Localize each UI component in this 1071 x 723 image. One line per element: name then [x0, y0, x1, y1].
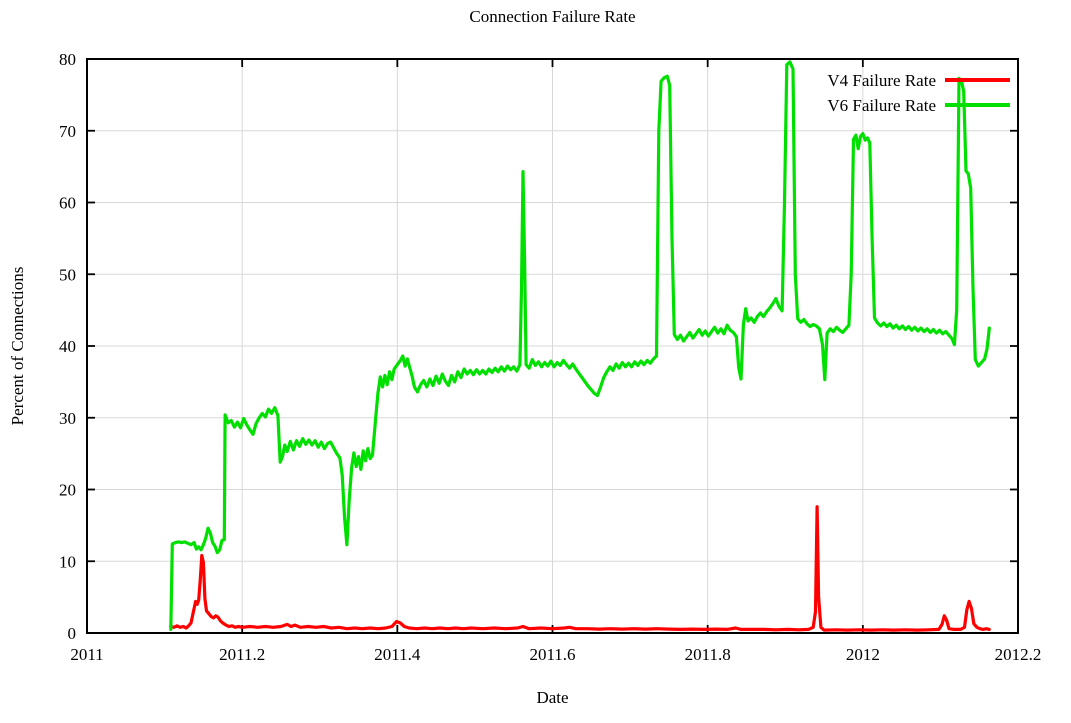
y-tick-label: 40: [59, 337, 76, 356]
series-line-v6: [169, 60, 991, 632]
y-tick-label: 70: [59, 122, 76, 141]
x-axis-title: Date: [536, 688, 569, 707]
legend: V4 Failure Rate V6 Failure Rate: [827, 71, 1010, 115]
plot-border: [86, 58, 1019, 634]
series-line-v4: [169, 505, 991, 632]
legend-label-v4: V4 Failure Rate: [827, 71, 936, 90]
y-tick-label: 0: [68, 624, 77, 643]
x-tick-label: 2011.2: [219, 645, 265, 664]
x-tick-label: 2012: [846, 645, 880, 664]
y-tick-labels: 0 10 20 30 40 50 60 70 80: [59, 50, 76, 643]
gridlines: [86, 58, 1019, 634]
y-tick-label: 20: [59, 481, 76, 500]
x-tick-label: 2011.6: [529, 645, 575, 664]
legend-label-v6: V6 Failure Rate: [827, 96, 936, 115]
x-tick-labels: 2011 2011.2 2011.4 2011.6 2011.8 2012 2012.2: [70, 645, 1041, 664]
y-tick-label: 80: [59, 50, 76, 69]
x-tick-label: 2011.8: [685, 645, 731, 664]
y-tick-label: 10: [59, 552, 76, 571]
chart-title: Connection Failure Rate: [469, 7, 636, 26]
y-tick-label: 30: [59, 409, 76, 428]
y-tick-label: 50: [59, 265, 76, 284]
x-tick-label: 2011: [70, 645, 103, 664]
x-tick-label: 2011.4: [374, 645, 421, 664]
x-tick-label: 2012.2: [995, 645, 1042, 664]
y-tick-label: 60: [59, 194, 76, 213]
